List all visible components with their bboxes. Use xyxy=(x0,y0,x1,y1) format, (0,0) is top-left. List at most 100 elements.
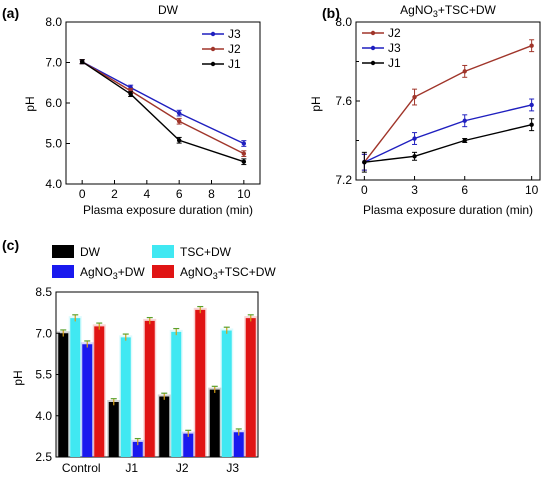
panel-b-ytick-label: 8.0 xyxy=(335,15,352,29)
panel-c-legend-swatch xyxy=(152,245,174,258)
panel-a-ytick-label: 7.0 xyxy=(45,56,62,70)
panel-c-legend-label: AgNO3+TSC+DW xyxy=(180,265,276,281)
panel-a-legend-label-J1: J1 xyxy=(228,57,241,71)
panel-a-data-point-J2 xyxy=(241,151,247,156)
panel-c-bar-DW xyxy=(108,402,119,457)
panel-a-xtick-label: 10 xyxy=(237,187,251,201)
panel-c-legend-label-rest: +TSC+DW xyxy=(218,265,277,279)
panel-a-data-point-J1 xyxy=(241,159,247,164)
panel-b-label: (b) xyxy=(322,5,340,21)
panel-a-legend-marker-J3 xyxy=(210,31,216,37)
panel-b-xtick-label: 10 xyxy=(525,183,539,197)
panel-b-title: AgNO3+TSC+DW xyxy=(400,3,496,19)
panel-a-legend-marker-J1 xyxy=(210,61,216,67)
panel-c-category-label: J1 xyxy=(125,461,138,475)
panel-a-legend-marker-J2 xyxy=(210,46,216,52)
panel-a-title: DW xyxy=(158,3,179,17)
panel-b-data-point-J2 xyxy=(412,94,417,100)
panel-a-xtick-label: 2 xyxy=(111,187,118,201)
panel-c-ytick-label: 4.0 xyxy=(35,409,52,423)
panel-c-bar-AgNO3+TSC+DW xyxy=(245,318,256,457)
panel-a-xlabel: Plasma exposure duration (min) xyxy=(83,203,253,217)
panel-c-legend-label-main: AgNO xyxy=(80,265,113,279)
panel-c-category-label: Control xyxy=(62,461,101,475)
panel-c-legend-label: DW xyxy=(80,245,101,259)
panel-b-series-line-J3 xyxy=(364,104,532,163)
panel-b-series-line-J2 xyxy=(363,45,532,163)
panel-c-category-label: J3 xyxy=(226,461,239,475)
panel-a-data-point-J1 xyxy=(176,138,182,143)
panel-b-legend-label-J2: J2 xyxy=(388,26,401,40)
panel-b-ylabel: pH xyxy=(309,96,323,111)
panel-b-data-point-J1 xyxy=(529,122,534,127)
panel-b-legend-marker-J2 xyxy=(370,30,376,36)
panel-c-bar-AgNO3+DW xyxy=(132,441,143,457)
panel-a-data-point-J1 xyxy=(79,59,85,64)
panel-c-ylabel: pH xyxy=(11,370,25,385)
panel-a-xtick-label: 6 xyxy=(176,187,183,201)
panel-b-xtick-label: 6 xyxy=(461,183,468,197)
panel-c-legend-swatch xyxy=(52,265,74,278)
panel-c-bar-AgNO3+DW xyxy=(233,432,244,457)
panel-a-ylabel: pH xyxy=(23,96,37,111)
panel-a-series-line-J1 xyxy=(81,61,245,163)
panel-a-data-point-J3 xyxy=(241,141,247,146)
panel-c-bar-TSC+DW xyxy=(120,337,131,457)
panel-b-legend-marker-J1 xyxy=(370,60,376,66)
panel-c-legend-label: AgNO3+DW xyxy=(80,265,145,281)
panel-b-ytick-label: 7.6 xyxy=(335,94,352,108)
panel-c-legend-label: TSC+DW xyxy=(180,245,232,259)
panel-b-xlabel: Plasma exposure duration (min) xyxy=(363,203,533,217)
panel-c-label: (c) xyxy=(2,237,19,253)
panel-c-ytick-label: 7.0 xyxy=(35,326,52,340)
panel-b-data-point-J2 xyxy=(529,43,534,48)
panel-a-ytick-label: 4.0 xyxy=(45,177,62,191)
panel-b-legend-label-J1: J1 xyxy=(388,56,401,70)
panel-b-xtick-label: 3 xyxy=(411,183,418,197)
panel-c-bar-DW xyxy=(209,389,220,457)
panel-b-series-line-J1 xyxy=(364,124,532,163)
panel-a-data-point-J3 xyxy=(176,110,182,116)
panel-c-ytick-label: 8.5 xyxy=(35,285,52,299)
panel-a-ytick-label: 5.0 xyxy=(45,137,62,151)
panel-b-data-point-J3 xyxy=(529,102,534,108)
panel-a-xtick-label: 0 xyxy=(79,187,86,201)
panel-b-title-rest: +TSC+DW xyxy=(438,3,497,17)
panel-c-bar-TSC+DW xyxy=(171,331,182,457)
panel-a-series-line-J3 xyxy=(81,61,245,145)
panel-b-data-point-J1 xyxy=(462,138,467,143)
panel-a-legend-label-J3: J3 xyxy=(228,27,241,41)
panel-a-ytick-label: 6.0 xyxy=(45,96,62,110)
panel-c-category-label: J2 xyxy=(176,461,189,475)
panel-c-bar-TSC+DW xyxy=(221,330,232,457)
panel-b-ytick-label: 7.2 xyxy=(335,173,352,187)
panel-c-legend-swatch xyxy=(52,245,74,258)
panel-a-series-line-J2 xyxy=(81,61,245,155)
panel-c-legend-label-main: DW xyxy=(80,245,101,259)
panel-c-bar-AgNO3+TSC+DW xyxy=(94,326,105,457)
panel-b-legend-label-J3: J3 xyxy=(388,41,401,55)
panel-c-bar-AgNO3+DW xyxy=(82,344,93,457)
panel-b-data-point-J1 xyxy=(412,154,417,159)
panel-a-xtick-label: 8 xyxy=(208,187,215,201)
panel-c-legend-label-sub: 3 xyxy=(213,271,218,281)
panel-c-bar-AgNO3+TSC+DW xyxy=(195,309,206,457)
panel-c-legend-label-rest: +DW xyxy=(118,265,146,279)
panel-c-bar-DW xyxy=(159,396,170,457)
panel-b-legend-marker-J3 xyxy=(370,45,376,51)
panel-a-xtick-label: 4 xyxy=(143,187,150,201)
panel-b-xtick-label: 0 xyxy=(361,183,368,197)
panel-c-legend-label-main: TSC+DW xyxy=(180,245,232,259)
panel-c-bar-AgNO3+TSC+DW xyxy=(144,320,155,457)
panel-b-title-sub: 3 xyxy=(433,9,438,19)
panel-b-data-point-J3 xyxy=(462,118,467,123)
panel-b-data-point-J2 xyxy=(462,69,467,74)
panel-a-label: (a) xyxy=(2,5,19,21)
panel-c-ytick-label: 5.5 xyxy=(35,368,52,382)
panel-c-bar-TSC+DW xyxy=(70,318,81,457)
panel-b-frame xyxy=(355,21,541,181)
panel-c-ytick-label: 2.5 xyxy=(35,450,52,464)
